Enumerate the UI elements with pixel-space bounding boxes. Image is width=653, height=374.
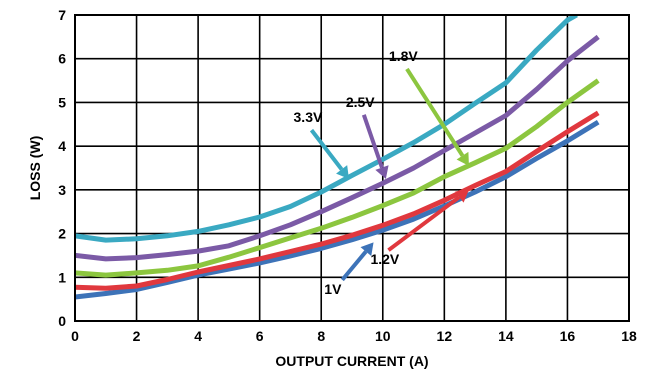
x-tick-label: 18 <box>621 328 637 344</box>
x-tick-label: 0 <box>71 328 79 344</box>
series-line-1_8V <box>75 78 600 278</box>
x-tick-label: 14 <box>498 328 514 344</box>
y-tick-label: 6 <box>58 51 66 67</box>
y-tick-label: 2 <box>58 226 66 242</box>
grid <box>74 14 630 322</box>
x-tick-label: 10 <box>375 328 391 344</box>
annotation-arrowhead-3_3V <box>336 165 349 179</box>
annotation-arrowhead-2_5V <box>375 165 389 179</box>
series-line-1V <box>75 119 600 300</box>
x-axis-title: OUTPUT CURRENT (A) <box>275 353 428 369</box>
annotation-label-3_3V: 3.3V <box>294 109 323 125</box>
x-tick-label: 2 <box>133 328 141 344</box>
series-line-3_3V <box>75 14 578 243</box>
y-tick-label: 7 <box>58 7 66 23</box>
x-tick-label: 16 <box>560 328 576 344</box>
annotation-arrow-3_3V <box>309 128 344 171</box>
annotation-arrow-2_5V <box>361 114 384 169</box>
plot-frame <box>74 14 630 322</box>
x-tick-labels: 0 2 4 6 8 10 12 14 16 18 <box>71 328 637 344</box>
series-layer <box>75 14 600 300</box>
annotation-label-1_8V: 1.8V <box>389 48 418 64</box>
annotation-arrow-1V <box>340 250 368 282</box>
annotation-label-2_5V: 2.5V <box>346 94 375 110</box>
annotation-arrowhead-1V <box>360 242 374 257</box>
y-axis-title: LOSS (W) <box>27 136 43 201</box>
annotation-arrow-1_8V <box>405 67 465 157</box>
annotation-label-1V: 1V <box>324 281 342 297</box>
y-tick-label: 0 <box>58 313 66 329</box>
x-tick-label: 6 <box>256 328 264 344</box>
annotation-arrowhead-1_8V <box>456 151 469 166</box>
x-tick-label: 4 <box>194 328 202 344</box>
x-tick-label: 12 <box>437 328 453 344</box>
annotation-layer: 3.3V 2.5V 1.8V 1.2V 1V <box>294 48 469 297</box>
annotation-arrowhead-1_2V <box>455 189 469 203</box>
annotation-arrow-1_2V <box>387 195 461 252</box>
annotation-label-1_2V: 1.2V <box>370 251 399 267</box>
y-tick-label: 3 <box>58 182 66 198</box>
x-tick-label: 8 <box>317 328 325 344</box>
y-tick-label: 4 <box>58 138 66 154</box>
y-tick-label: 1 <box>58 269 66 285</box>
y-tick-label: 5 <box>58 94 66 110</box>
y-tick-labels: 0 1 2 3 4 5 6 7 <box>58 7 66 329</box>
series-line-1_2V <box>75 110 600 291</box>
series-line-2_5V <box>75 34 600 262</box>
